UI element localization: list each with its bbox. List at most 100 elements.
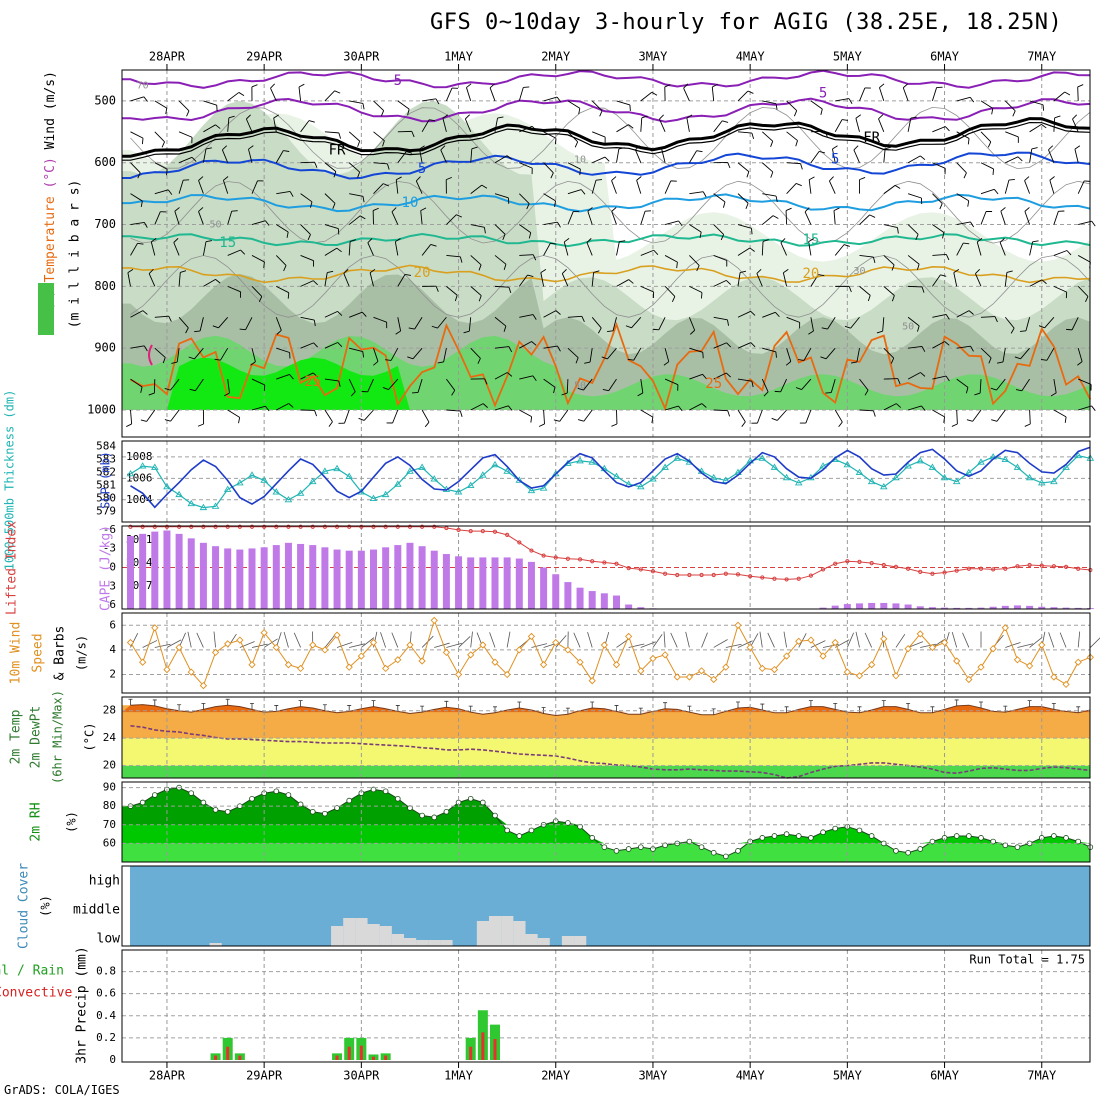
ua-wind-barb-feather bbox=[337, 342, 343, 348]
rh2m-marker bbox=[480, 799, 486, 806]
ua-wind-barb-shaft bbox=[324, 131, 339, 134]
ua-wind-barb-shaft bbox=[324, 224, 339, 229]
li-marker bbox=[930, 571, 935, 576]
ua-wind-barb-feather bbox=[540, 269, 547, 274]
wind10m-marker bbox=[758, 664, 766, 673]
temp-minmax-whisker bbox=[1051, 702, 1056, 710]
ua-wind-barb-feather bbox=[359, 215, 366, 220]
rh2m-marker bbox=[334, 805, 340, 811]
ua-wind-barb-feather bbox=[1072, 114, 1078, 120]
ua-wind-barb-shaft bbox=[543, 345, 558, 349]
ua-wind-barb-shaft bbox=[762, 311, 776, 318]
wind10m-marker bbox=[782, 652, 791, 660]
ua-wind-barb-shaft bbox=[324, 310, 338, 318]
ua-wind-barb-shaft bbox=[130, 96, 145, 102]
wind10m-marker bbox=[637, 667, 645, 675]
ua-wind-barb-feather bbox=[369, 268, 376, 274]
ua-wind-barb-shaft bbox=[1046, 347, 1055, 361]
ua-wind-barb-feather bbox=[944, 341, 950, 346]
ua-wind-barb-feather bbox=[701, 403, 707, 408]
ua-wind-barb-feather bbox=[607, 330, 614, 333]
thickness-marker bbox=[187, 499, 196, 507]
ua-wind-barb-shaft bbox=[808, 179, 812, 194]
ua-wind-barb-shaft bbox=[761, 131, 774, 142]
ua-wind-barb-shaft bbox=[300, 372, 314, 380]
ua-wind-barb-shaft bbox=[737, 310, 751, 318]
wind10m-barb bbox=[652, 634, 663, 648]
ua-wind-barb-feather bbox=[194, 330, 201, 333]
ua-wind-barb-shaft bbox=[878, 118, 885, 132]
cape-bar bbox=[163, 530, 171, 609]
ua-wind-barb-shaft bbox=[470, 184, 483, 194]
ua-wind-barb-feather bbox=[867, 295, 871, 302]
temp-contour-orange bbox=[130, 321, 1092, 412]
ua-wind-barb-shaft bbox=[980, 316, 996, 318]
cape-bar bbox=[199, 542, 207, 609]
ua-wind-barb-feather bbox=[1031, 147, 1038, 150]
thickness-marker bbox=[1001, 455, 1010, 463]
wind10m-barb bbox=[531, 643, 548, 648]
rh2m-marker bbox=[200, 799, 207, 806]
ua-wind-barb-shaft bbox=[762, 215, 774, 225]
wind10m-barb bbox=[846, 632, 854, 648]
li-ytick: -3 bbox=[103, 542, 116, 555]
ua-wind-barb-shaft bbox=[494, 155, 508, 164]
precip-conv-bar bbox=[469, 1046, 473, 1060]
ua-wind-barb-feather bbox=[577, 387, 584, 391]
li-marker bbox=[820, 567, 826, 572]
ua-wind-barb-feather bbox=[1066, 250, 1072, 256]
ua-wind-barb-feather bbox=[975, 268, 981, 274]
cloud-frame bbox=[121, 865, 1091, 947]
ua-wind-barb-feather bbox=[859, 177, 866, 181]
wind10m-barb bbox=[725, 643, 742, 648]
ua-wind-barb-feather bbox=[407, 109, 410, 116]
ua-wind-barb-shaft bbox=[130, 131, 144, 139]
ua-wind-barb-shaft bbox=[251, 405, 266, 411]
thickness-marker bbox=[952, 477, 961, 485]
ua-wind-barb-shaft bbox=[591, 180, 597, 194]
ua-wind-barb-feather bbox=[690, 329, 695, 335]
ua-wind-barb-feather bbox=[749, 247, 755, 252]
ua-wind-barb-shaft bbox=[154, 315, 169, 318]
temp-minmax-whisker bbox=[420, 705, 425, 713]
ua-wind-barb-shaft bbox=[786, 131, 798, 141]
cape-bar bbox=[406, 542, 414, 609]
wind10m-barb bbox=[434, 642, 450, 648]
rh2m-marker bbox=[637, 844, 644, 850]
li-marker bbox=[772, 576, 777, 581]
ua-wind-barb-shaft bbox=[443, 348, 447, 362]
ua-wind-barb-shaft bbox=[561, 273, 569, 287]
temp-contour-teal bbox=[122, 232, 1091, 248]
ua-wind-barb-shaft bbox=[713, 193, 726, 203]
rh2m-marker bbox=[917, 846, 924, 852]
ua-wind-barb-shaft bbox=[422, 98, 437, 102]
ua-wind-barb-shaft bbox=[908, 345, 923, 349]
ua-wind-barb-feather bbox=[577, 419, 584, 422]
ua-wind-barb-shaft bbox=[834, 244, 845, 256]
ua-wind-barb-feather bbox=[338, 380, 341, 387]
ua-wind-barb-shaft bbox=[883, 378, 898, 380]
ua-wind-barb-feather bbox=[459, 256, 463, 263]
ua-wind-barb-shaft bbox=[446, 378, 456, 391]
li-marker bbox=[553, 555, 558, 560]
li-marker bbox=[893, 564, 899, 569]
cape-bar bbox=[977, 607, 985, 609]
cloud-yunit: (%) bbox=[39, 895, 53, 917]
ua-wind-barb-shaft bbox=[519, 314, 534, 318]
ua-wind-barb-feather bbox=[785, 361, 792, 366]
li-marker bbox=[711, 572, 716, 578]
rh2m-marker bbox=[285, 792, 292, 798]
ua-wind-barb-feather bbox=[678, 405, 683, 412]
ua-wind-barb-shaft bbox=[348, 215, 361, 225]
precip-conv-bar bbox=[359, 1045, 363, 1060]
ua-wind-barb-shaft bbox=[275, 150, 284, 163]
wind10m-barb bbox=[907, 641, 924, 648]
ua-wind-barb-shaft bbox=[518, 87, 524, 102]
ua-wind-barb-feather bbox=[437, 361, 444, 364]
ua-wind-barb-feather bbox=[454, 295, 458, 302]
rh2m-marker bbox=[188, 790, 195, 796]
ua-wind-barb-shaft bbox=[543, 131, 557, 139]
cape-bar bbox=[540, 567, 548, 609]
ua-wind-barb-feather bbox=[902, 83, 909, 89]
ua-wind-barb-feather bbox=[722, 120, 729, 123]
